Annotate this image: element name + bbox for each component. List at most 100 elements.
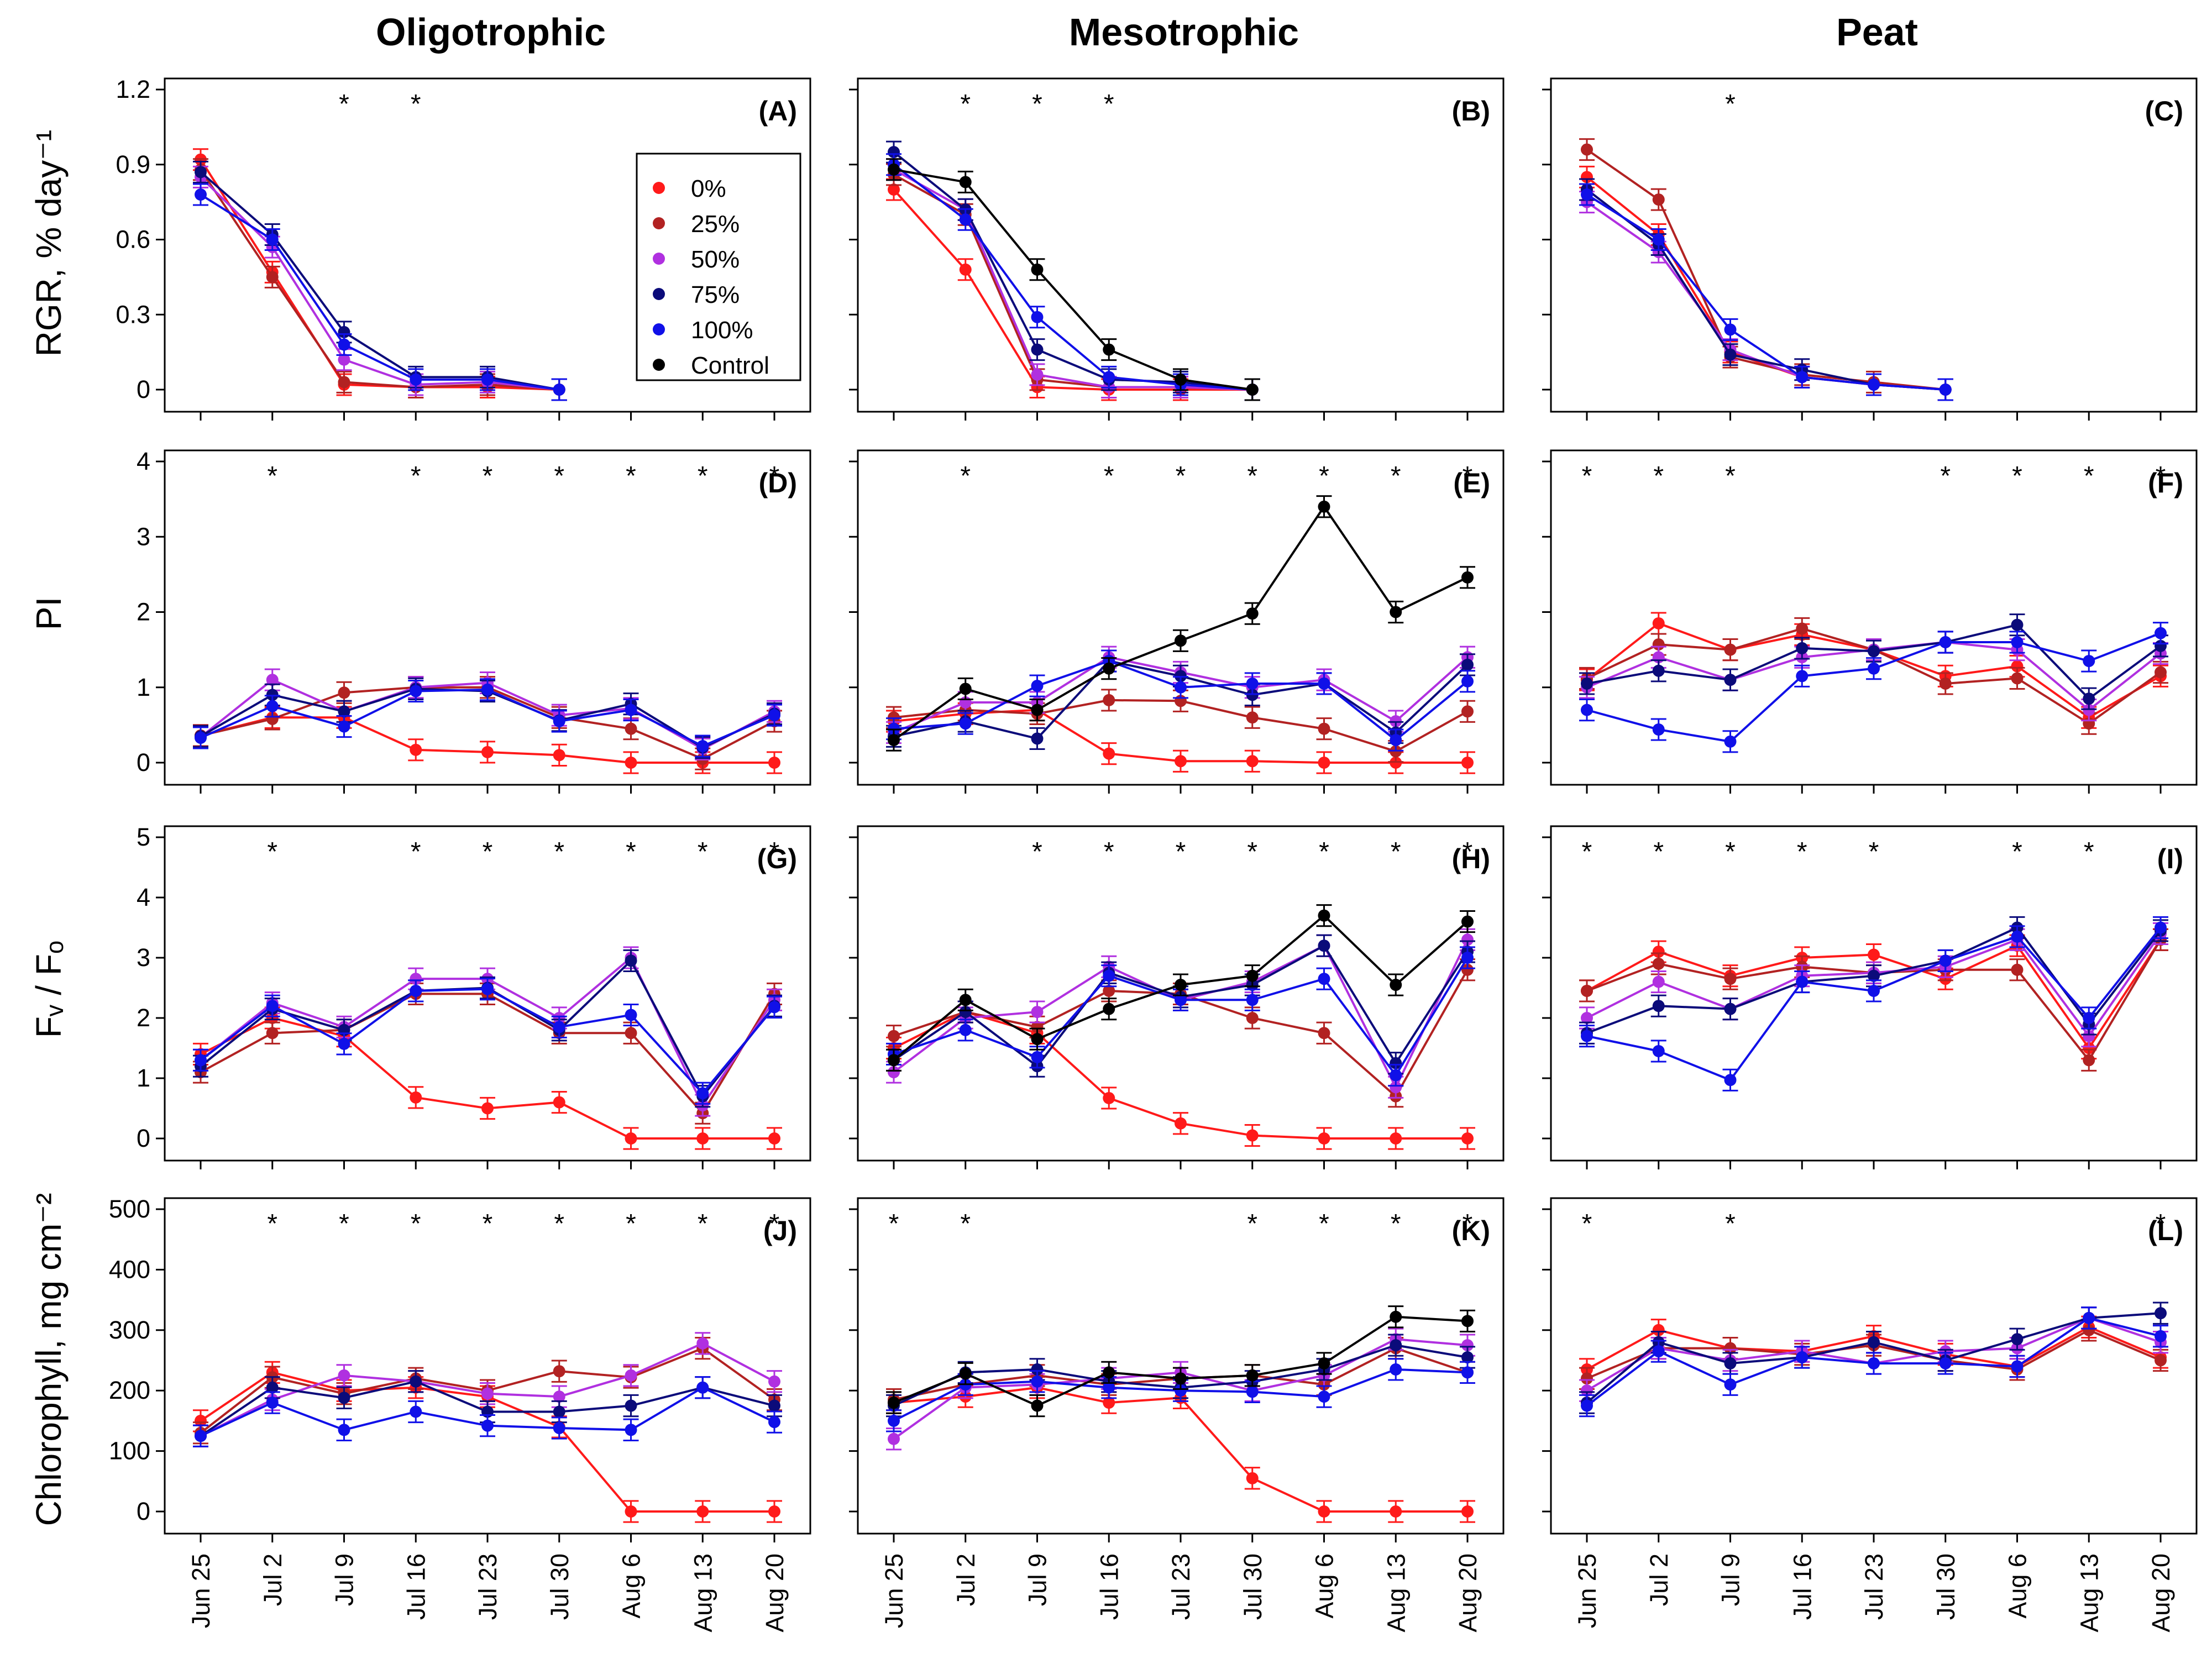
data-point <box>481 1387 494 1400</box>
series-line <box>893 939 1469 1090</box>
data-point <box>1581 171 1593 183</box>
y-tick-label: 3 <box>137 522 150 550</box>
panel-h: (H)* * * * * * * <box>849 825 1505 1169</box>
y-tick-label: 2 <box>137 598 150 626</box>
data-point <box>1246 755 1259 768</box>
panel-l: Jun 25 Jul 2 Jul 9 Jul 16 Jul 23 Jul 30 Aug 6 A… <box>1542 1197 2198 1633</box>
legend-item-2: 50% <box>653 246 740 273</box>
series-control <box>886 904 1475 1072</box>
series-25pct <box>1579 138 1953 401</box>
data-point <box>338 686 350 699</box>
x-tick-label: Jul 30 <box>546 1553 574 1620</box>
data-point <box>1390 1310 1402 1323</box>
significance-star: * <box>267 1209 277 1238</box>
data-point <box>1461 1351 1474 1364</box>
legend-marker-1 <box>653 217 665 229</box>
panel-label: (A) <box>759 96 797 127</box>
data-point <box>625 1505 637 1518</box>
series-0pct <box>886 178 1260 401</box>
row-ylabel-rgr: RGR, % day⁻¹ <box>29 130 69 357</box>
panel-i: (I) * * * * * * * <box>1542 825 2198 1169</box>
significance-star: * <box>339 1209 349 1238</box>
significance-star: * <box>626 837 636 867</box>
data-point <box>1461 571 1474 584</box>
y-tick-label: 4 <box>137 883 150 911</box>
data-point <box>1868 645 1880 658</box>
significance-star: * <box>769 837 780 867</box>
column-title-peat: Peat <box>1836 11 1918 54</box>
significance-star: * <box>698 837 708 867</box>
data-point <box>1461 658 1474 671</box>
data-point <box>1939 384 1952 396</box>
data-point <box>1724 735 1737 748</box>
panel-label: (D) <box>759 468 797 498</box>
data-point <box>1103 984 1115 997</box>
x-tick-label: Aug 6 <box>2004 1553 2032 1619</box>
significance-star: * <box>554 837 564 867</box>
data-point <box>1246 1472 1259 1484</box>
row-ylabel-chlorophyll: Chlorophyll, mg cm⁻² <box>29 1193 69 1526</box>
data-point <box>625 1009 637 1021</box>
data-point <box>1461 952 1474 964</box>
data-point <box>1724 1003 1737 1015</box>
data-point <box>1390 1339 1402 1352</box>
y-tick-label: 3 <box>137 943 150 972</box>
legend-label-2: 50% <box>691 246 740 273</box>
data-point <box>195 1054 207 1067</box>
data-point <box>625 704 637 716</box>
series-25pct <box>193 158 567 401</box>
x-tick-label: Jul 30 <box>1239 1553 1267 1620</box>
panel-b: (B) * * * <box>849 77 1505 421</box>
data-point <box>1103 1091 1115 1104</box>
data-point <box>1652 193 1665 206</box>
data-point <box>1652 1345 1665 1358</box>
series-line <box>200 169 559 391</box>
significance-star: * <box>1247 837 1257 867</box>
column-title-oligotrophic: Oligotrophic <box>376 11 606 54</box>
data-point <box>1031 1051 1044 1063</box>
data-point <box>195 188 207 201</box>
data-point <box>1103 747 1115 760</box>
data-point <box>2011 963 2024 976</box>
significance-star: * <box>554 1209 564 1238</box>
series-100pct <box>1579 622 2168 753</box>
data-point <box>1031 1021 1044 1033</box>
data-point <box>2083 1012 2095 1024</box>
series-100pct <box>193 183 567 401</box>
data-point <box>1103 343 1115 356</box>
panel-label: (I) <box>2157 843 2183 874</box>
y-tick-label: 0 <box>137 1497 150 1525</box>
data-point <box>338 705 350 718</box>
data-point <box>1868 948 1880 961</box>
panel-label: (J) <box>763 1215 797 1246</box>
data-point <box>625 954 637 967</box>
data-point <box>553 1021 565 1033</box>
legend-marker-5 <box>653 359 665 371</box>
panel-frame <box>164 1197 811 1535</box>
x-tick-label: Jul 30 <box>1932 1553 1960 1620</box>
data-point <box>195 166 207 179</box>
data-point <box>1175 1117 1187 1130</box>
significance-star: * <box>960 461 971 491</box>
data-point <box>625 1132 637 1145</box>
data-point <box>1031 1375 1044 1388</box>
y-tick-label: 4 <box>137 447 150 475</box>
series-100pct <box>1579 183 1953 401</box>
data-point <box>1581 1399 1593 1412</box>
significance-star: * <box>2012 461 2022 491</box>
series-control <box>886 158 1260 401</box>
data-point <box>1175 681 1187 694</box>
significance-star: * <box>2156 1209 2166 1238</box>
data-point <box>1581 143 1593 156</box>
y-tick-label: 0.3 <box>116 300 150 328</box>
data-point <box>2155 627 2167 639</box>
data-point <box>888 1030 900 1042</box>
data-point <box>1103 694 1115 706</box>
x-tick-label: Jul 23 <box>1860 1553 1888 1620</box>
x-tick-label: Aug 13 <box>2075 1553 2103 1633</box>
data-point <box>1652 1045 1665 1057</box>
data-point <box>1390 1363 1402 1376</box>
significance-star: * <box>698 461 708 491</box>
